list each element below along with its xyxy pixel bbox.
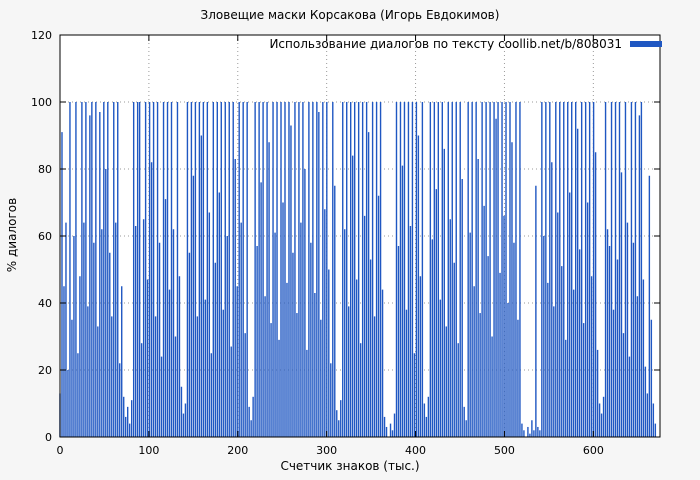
- legend: Использование диалогов по тексту coollib…: [269, 37, 662, 51]
- y-tick-label: 120: [31, 29, 52, 42]
- y-axis-label: % диалогов: [5, 197, 19, 273]
- x-tick-label: 200: [227, 444, 248, 457]
- x-tick-label: 600: [583, 444, 604, 457]
- y-tick-label: 100: [31, 96, 52, 109]
- y-tick-label: 60: [38, 230, 52, 243]
- x-tick-label: 0: [57, 444, 64, 457]
- x-axis-label: Счетчик знаков (тыс.): [280, 459, 420, 473]
- x-tick-label: 300: [316, 444, 337, 457]
- x-tick-label: 500: [494, 444, 515, 457]
- y-tick-label: 0: [45, 431, 52, 444]
- y-tick-label: 20: [38, 364, 52, 377]
- x-tick-label: 100: [138, 444, 159, 457]
- legend-swatch: [630, 41, 662, 47]
- chart-title: Зловещие маски Корсакова (Игорь Евдокимо…: [200, 8, 500, 22]
- y-tick-label: 80: [38, 163, 52, 176]
- y-tick-label: 40: [38, 297, 52, 310]
- x-tick-label: 400: [405, 444, 426, 457]
- legend-label: Использование диалогов по тексту coollib…: [269, 37, 622, 51]
